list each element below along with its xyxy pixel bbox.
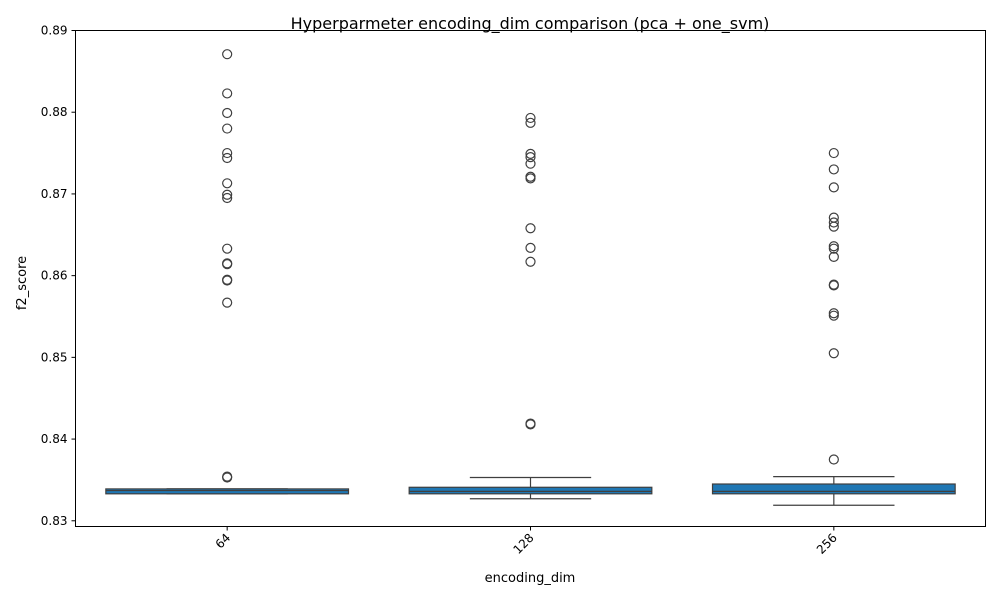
plot-area <box>105 49 956 506</box>
outlier-point <box>525 256 536 267</box>
x-tick-label: 128 <box>511 531 537 557</box>
chart-title: Hyperparmeter encoding_dim comparison (p… <box>291 14 770 34</box>
outlier-point <box>828 182 839 193</box>
outlier-point <box>525 148 536 159</box>
y-tick-label: 0.89 <box>41 24 68 38</box>
plot-frame <box>75 30 986 527</box>
box-iqr <box>408 486 653 495</box>
outlier-point <box>828 310 839 321</box>
box-iqr <box>711 483 956 495</box>
y-tick-label: 0.85 <box>41 350 68 364</box>
outlier-point <box>828 217 839 228</box>
y-tick-label: 0.88 <box>41 105 68 119</box>
outlier-point <box>222 88 233 99</box>
x-axis-label: encoding_dim <box>485 571 576 586</box>
box-iqr <box>105 488 350 495</box>
outlier-point <box>222 297 233 308</box>
box-128 <box>408 112 653 500</box>
outlier-point <box>828 280 839 291</box>
outlier-point <box>828 164 839 175</box>
outlier-point <box>525 419 536 430</box>
outlier-point <box>222 275 233 286</box>
outlier-point <box>222 147 233 159</box>
outlier-point <box>828 454 839 465</box>
outlier-point <box>828 308 839 319</box>
outlier-point <box>828 243 839 254</box>
outlier-point <box>222 49 233 60</box>
outlier-point <box>525 242 536 253</box>
y-tick-label: 0.83 <box>41 514 68 528</box>
outlier-point <box>525 158 536 169</box>
outlier-point <box>828 147 839 159</box>
y-axis-label: f2_score <box>15 256 30 310</box>
outlier-point <box>222 243 233 254</box>
x-tick-label: 256 <box>814 531 840 557</box>
outlier-point <box>222 259 233 270</box>
outlier-point <box>222 192 233 204</box>
outlier-point <box>525 112 536 124</box>
outlier-point <box>525 223 536 234</box>
outlier-point <box>828 221 839 232</box>
y-tick-label: 0.87 <box>41 187 68 201</box>
outlier-point <box>222 107 233 119</box>
outlier-point <box>222 178 233 189</box>
y-tick-label: 0.86 <box>41 269 68 283</box>
box-64 <box>105 49 350 495</box>
y-axis: 0.83 0.84 0.85 0.86 0.87 0.88 0.89 <box>41 24 76 528</box>
outlier-point <box>525 152 536 163</box>
outlier-point <box>222 189 233 200</box>
outlier-point <box>828 241 839 252</box>
outlier-point <box>525 173 536 184</box>
outlier-point <box>828 348 839 359</box>
x-axis: 64 128 256 <box>213 526 840 557</box>
outlier-point <box>222 472 233 483</box>
y-tick-label: 0.84 <box>41 432 68 446</box>
outlier-point <box>828 251 839 262</box>
outlier-point <box>222 123 233 134</box>
outlier-point <box>525 117 536 128</box>
box-256 <box>711 147 956 506</box>
outlier-point <box>222 152 233 164</box>
x-tick-label: 64 <box>213 531 234 552</box>
